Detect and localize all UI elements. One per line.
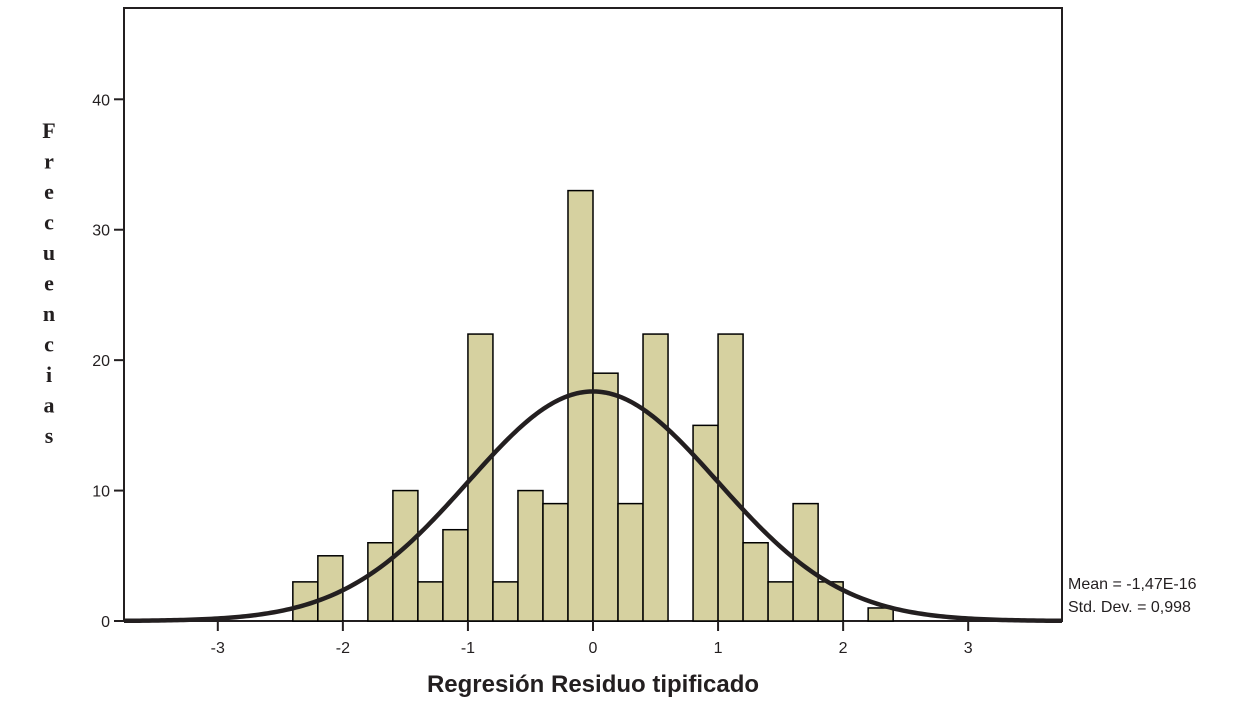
histogram-bar [642, 333, 669, 622]
x-tick-label: -2 [336, 640, 350, 657]
y-axis-label-letter: s [45, 423, 54, 448]
histogram-bar [617, 502, 644, 622]
x-tick-label: 3 [964, 640, 973, 657]
x-tick-label: -3 [211, 640, 225, 657]
histogram-bar [767, 581, 794, 622]
histogram-bar [592, 372, 619, 622]
axis-layer: 0 10 20 30 40 -3 -2 -1 0 1 2 3 [92, 92, 973, 657]
histogram-bar [317, 555, 344, 622]
y-tick-label: 30 [92, 223, 110, 240]
histogram-bar [692, 424, 719, 622]
y-tick-label: 0 [101, 614, 110, 631]
histogram-bar [417, 581, 444, 622]
x-tick-label: -1 [461, 640, 475, 657]
y-axis-label-letter: e [44, 179, 54, 204]
y-axis-label-letter: F [42, 118, 55, 143]
histogram-bar [517, 489, 544, 622]
histogram-bar [542, 502, 569, 622]
std-dev-label: Std. Dev. = 0,998 [1068, 599, 1191, 616]
histogram-bar [717, 333, 744, 622]
y-tick-label: 20 [92, 353, 110, 370]
histogram-bar [442, 528, 469, 622]
mean-label: Mean = -1,47E-16 [1068, 576, 1197, 593]
histogram-bar [367, 541, 394, 622]
histogram-bar [867, 607, 894, 622]
y-axis-label-letter: c [44, 210, 54, 235]
y-axis-label-letter: c [44, 332, 54, 357]
x-tick-label: 1 [714, 640, 723, 657]
y-tick-label: 10 [92, 484, 110, 501]
y-axis-label-letter: i [46, 362, 52, 387]
y-axis-label-letter: r [44, 149, 54, 174]
y-axis-label-letter: u [43, 240, 55, 265]
y-axis-label-letter: n [43, 301, 55, 326]
curve-layer [123, 389, 1063, 624]
histogram-bar [492, 581, 519, 622]
normal-curve [123, 389, 1063, 624]
histogram-bar [742, 541, 769, 622]
y-tick-label: 40 [92, 92, 110, 109]
x-tick-label: 2 [839, 640, 848, 657]
bars-layer [292, 189, 894, 622]
x-axis-label: Regresión Residuo tipificado [427, 671, 759, 698]
histogram-bar [567, 189, 594, 622]
y-axis-label-letter: a [44, 393, 55, 418]
x-tick-label: 0 [589, 640, 598, 657]
y-axis-label-letter: e [44, 271, 54, 296]
